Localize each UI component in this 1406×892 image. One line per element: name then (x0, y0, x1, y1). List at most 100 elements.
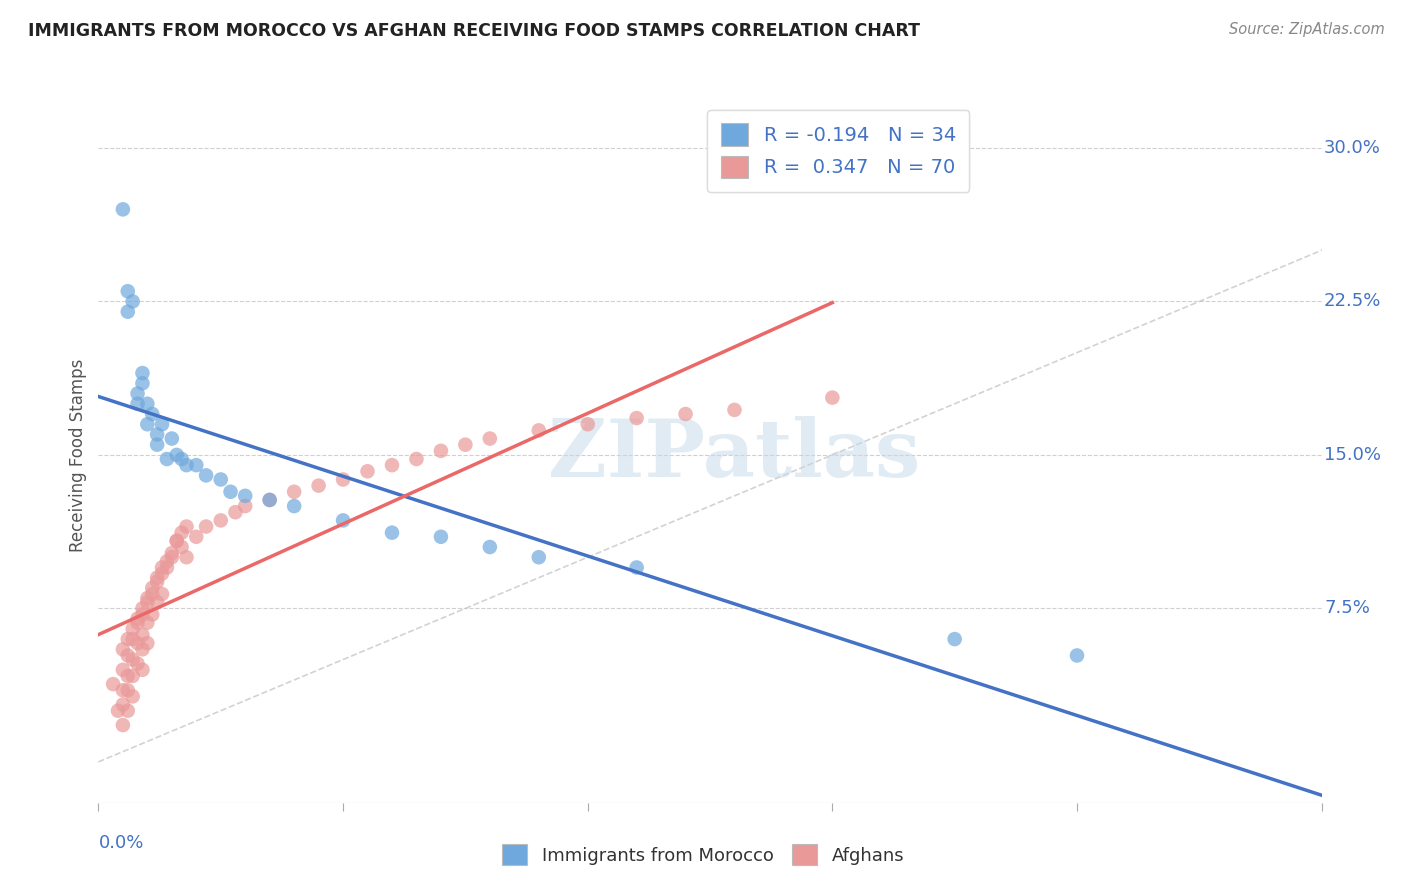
Point (127, 636, 149, 650)
Point (195, 519, 218, 533)
Point (233, 489, 256, 503)
Point (117, 648, 139, 663)
Point (131, 663, 153, 677)
Point (176, 458, 198, 472)
Point (131, 366, 153, 380)
Point (478, 540, 501, 554)
Point (150, 566, 173, 581)
Point (141, 587, 163, 601)
Point (527, 550, 550, 565)
Point (166, 533, 188, 548)
Point (527, 423, 550, 437)
Point (1066, 648, 1088, 663)
Point (209, 473, 232, 487)
Point (430, 530, 453, 544)
Point (156, 560, 179, 574)
Point (136, 417, 159, 432)
Point (111, 663, 134, 677)
Point (117, 304, 139, 318)
Point (121, 690, 143, 704)
Text: ZIPatlas: ZIPatlas (548, 416, 921, 494)
Point (146, 438, 169, 452)
Point (283, 499, 305, 513)
Point (176, 519, 198, 533)
Y-axis label: Receiving Food Stamps: Receiving Food Stamps (69, 359, 87, 551)
Point (219, 484, 242, 499)
Text: 0.0%: 0.0% (98, 834, 143, 852)
Point (111, 698, 134, 712)
Point (131, 642, 153, 657)
Point (170, 525, 193, 540)
Point (146, 595, 169, 609)
Point (478, 432, 501, 446)
Point (127, 657, 149, 671)
Point (381, 525, 404, 540)
Point (170, 540, 193, 554)
Point (127, 397, 149, 411)
Point (136, 636, 159, 650)
Point (117, 669, 139, 683)
Point (111, 683, 134, 698)
Point (121, 632, 143, 646)
Point (136, 397, 159, 411)
Point (170, 452, 193, 467)
Point (127, 612, 149, 626)
Point (117, 683, 139, 698)
Point (160, 432, 183, 446)
Text: Source: ZipAtlas.com: Source: ZipAtlas.com (1229, 22, 1385, 37)
Point (131, 607, 153, 622)
Point (127, 386, 149, 401)
Point (146, 574, 169, 589)
Point (224, 505, 246, 519)
Point (131, 628, 153, 642)
Point (160, 550, 183, 565)
Point (176, 550, 198, 565)
Point (117, 704, 139, 718)
Point (117, 632, 139, 646)
Text: 22.5%: 22.5% (1324, 293, 1382, 310)
Point (332, 473, 354, 487)
Point (576, 417, 599, 432)
Text: 30.0%: 30.0% (1324, 139, 1381, 157)
Point (141, 407, 163, 421)
Point (283, 484, 305, 499)
Point (381, 458, 404, 472)
Point (121, 652, 143, 666)
Point (454, 438, 477, 452)
Point (111, 718, 134, 732)
Point (127, 615, 149, 630)
Point (675, 407, 697, 421)
Point (259, 492, 281, 507)
Point (111, 642, 134, 657)
Point (121, 622, 143, 636)
Point (430, 443, 453, 458)
Point (405, 452, 427, 467)
Point (156, 452, 179, 467)
Point (356, 464, 378, 478)
Point (195, 468, 218, 483)
Point (186, 530, 208, 544)
Legend: Immigrants from Morocco, Afghans: Immigrants from Morocco, Afghans (494, 835, 912, 874)
Legend: R = -0.194   N = 34, R =  0.347   N = 70: R = -0.194 N = 34, R = 0.347 N = 70 (707, 110, 969, 192)
Point (166, 533, 188, 548)
Point (166, 448, 188, 462)
Point (131, 601, 153, 615)
Text: 15.0%: 15.0% (1324, 446, 1381, 464)
Point (233, 499, 256, 513)
Point (146, 427, 169, 442)
Point (150, 587, 173, 601)
Point (150, 417, 173, 432)
Point (101, 677, 124, 691)
Text: IMMIGRANTS FROM MOROCCO VS AFGHAN RECEIVING FOOD STAMPS CORRELATION CHART: IMMIGRANTS FROM MOROCCO VS AFGHAN RECEIV… (28, 22, 920, 40)
Point (943, 632, 966, 646)
Point (160, 546, 183, 560)
Point (308, 478, 330, 492)
Point (141, 581, 163, 595)
Point (626, 560, 648, 574)
Text: 7.5%: 7.5% (1324, 599, 1369, 617)
Point (186, 458, 208, 472)
Point (146, 571, 169, 585)
Point (141, 607, 163, 622)
Point (121, 294, 143, 309)
Point (626, 411, 648, 425)
